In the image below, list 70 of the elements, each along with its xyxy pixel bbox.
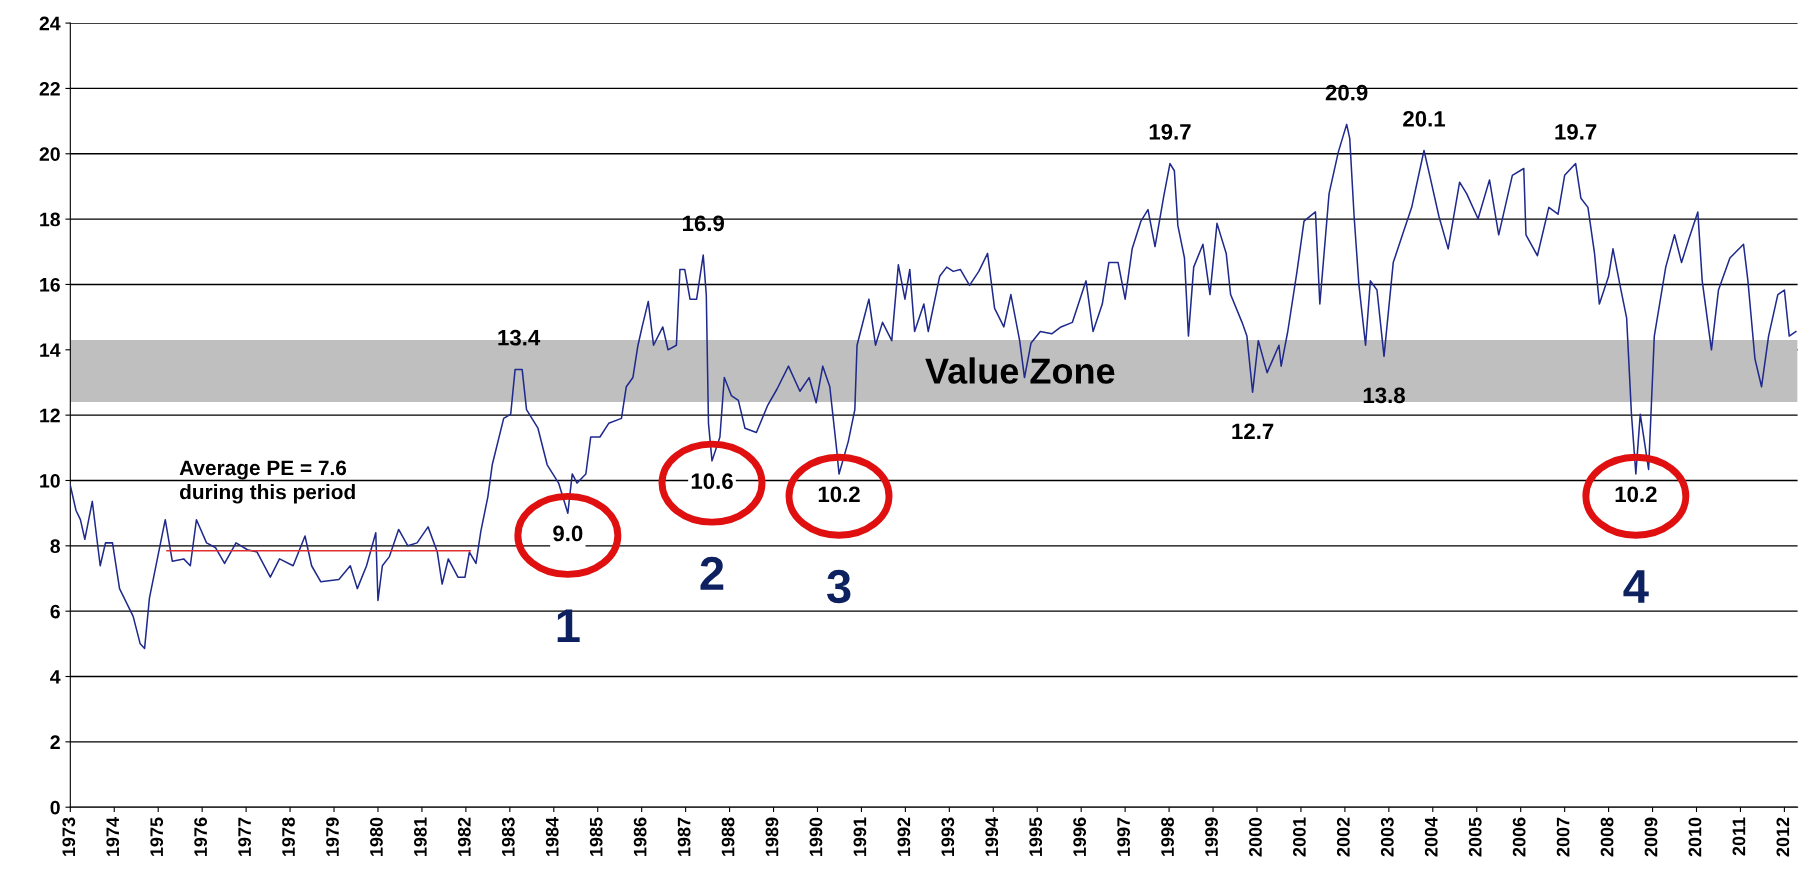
annotation: 13.8 <box>1363 387 1405 404</box>
annotation: 10.2 <box>818 486 860 503</box>
y-tick-label: 10 <box>40 473 60 488</box>
annotation: 3 <box>826 569 851 604</box>
y-tick-label: 6 <box>50 604 60 619</box>
annotation: 10.2 <box>1615 486 1657 503</box>
x-tick-label: 1991 <box>853 817 867 856</box>
x-tick-label: 1986 <box>633 817 647 856</box>
x-tick-label: 2005 <box>1468 817 1482 857</box>
x-tick-label: 1997 <box>1117 817 1130 856</box>
x-tick-label: 2008 <box>1600 817 1614 857</box>
x-tick-label: 1999 <box>1205 817 1218 856</box>
annotation: 2 <box>700 556 724 590</box>
y-tick-label: 18 <box>40 212 60 227</box>
x-tick-label: 1983 <box>501 817 515 856</box>
x-tick-label: 2002 <box>1336 817 1350 857</box>
band-label: Value Zone <box>925 357 1115 384</box>
y-tick-label: 8 <box>50 539 60 554</box>
y-tick-label: 16 <box>40 277 60 292</box>
x-tick-label: 1996 <box>1073 817 1087 856</box>
x-tick-label: 2012 <box>1776 817 1790 857</box>
annotation: 4 <box>1623 570 1649 603</box>
x-tick-label: 1998 <box>1161 817 1174 856</box>
annotation: 16.9 <box>682 215 725 232</box>
x-tick-label: 1977 <box>238 817 251 856</box>
x-tick-label: 1973 <box>62 817 76 856</box>
x-tick-label: 1978 <box>282 817 295 856</box>
y-tick-label: 12 <box>40 408 60 423</box>
annotation: 12.7 <box>1232 423 1274 439</box>
x-tick-label: 1989 <box>765 817 779 856</box>
x-tick-label: 1990 <box>809 817 823 856</box>
y-tick-label: 0 <box>50 800 60 815</box>
annotation: 10.6 <box>691 473 733 490</box>
y-tick-label: 2 <box>50 735 60 749</box>
annotation: 13.4 <box>498 329 541 346</box>
y-tick-label: 14 <box>40 343 61 357</box>
x-tick-label: 2004 <box>1424 817 1438 857</box>
annotation: 19.7 <box>1149 124 1191 140</box>
x-tick-label: 2009 <box>1644 817 1658 857</box>
x-tick-label: 1994 <box>985 817 999 856</box>
x-tick-label: 1995 <box>1029 817 1043 856</box>
x-tick-label: 1980 <box>370 817 383 856</box>
y-tick-label: 24 <box>39 16 61 31</box>
x-tick-label: 1981 <box>413 817 427 856</box>
x-tick-label: 1988 <box>721 817 735 856</box>
annotation: Average PE = 7.6 during this period <box>179 460 355 504</box>
x-tick-label: 2006 <box>1512 817 1526 857</box>
x-tick-label: 2001 <box>1293 817 1306 857</box>
x-tick-label: 1982 <box>457 817 471 856</box>
x-tick-label: 2011 <box>1732 817 1746 856</box>
annotation: 9.0 <box>553 525 583 542</box>
x-tick-label: 2007 <box>1556 817 1570 857</box>
x-tick-label: 1976 <box>194 817 208 856</box>
annotation: 1 <box>557 609 580 643</box>
x-tick-label: 1979 <box>326 817 339 856</box>
x-tick-label: 1974 <box>106 817 120 856</box>
annotation: 20.1 <box>1403 110 1446 127</box>
x-tick-label: 1992 <box>897 817 911 856</box>
x-tick-label: 2003 <box>1380 817 1394 857</box>
x-tick-label: 1987 <box>677 817 691 856</box>
annotation: 19.7 <box>1555 124 1597 140</box>
x-tick-label: 1975 <box>150 817 164 856</box>
x-tick-label: 1993 <box>941 817 955 856</box>
x-tick-label: 2010 <box>1688 817 1702 857</box>
x-tick-label: 1985 <box>589 817 603 856</box>
x-tick-label: 1984 <box>545 817 559 856</box>
y-tick-label: 20 <box>39 147 60 162</box>
y-tick-label: 4 <box>50 670 61 684</box>
y-tick-label: 22 <box>39 81 60 96</box>
x-tick-label: 2000 <box>1249 817 1262 857</box>
